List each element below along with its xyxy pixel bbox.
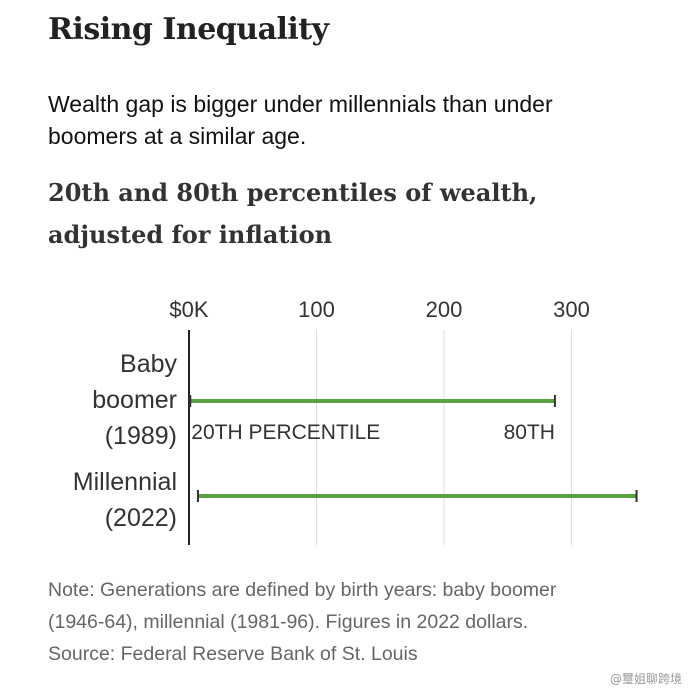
note-line: Note: Generations are defined by birth y… [48,579,557,601]
note-line: (1946-64), millennial (1981-96). Figures… [48,611,529,633]
watermark: @璽姐聊跨境 [609,672,682,686]
x-tick-label: 300 [553,297,590,322]
chart-title: Rising Inequality [48,12,329,47]
chart-notes: Note: Generations are defined by birth y… [48,574,678,670]
p20-data-label: 20TH PERCENTILE [191,421,380,444]
chart-heading: 20th and 80th percentiles of wealth, adj… [48,178,538,249]
chart-subtitle: Wealth gap is bigger under millennials t… [48,91,553,149]
category-label: Millennial [73,468,177,496]
source-line: Source: Federal Reserve Bank of St. Loui… [48,643,418,665]
category-label: (2022) [105,504,177,532]
category-label: Baby [120,350,177,378]
category-label: boomer [92,386,177,414]
x-tick-label: 200 [426,297,463,322]
x-tick-label: 100 [298,297,335,322]
range-bar-chart: $0K 100 200 300 Baby boomer (1989) Millennial (… [73,297,638,545]
category-label: (1989) [105,422,177,450]
x-tick-label: $0K [169,297,208,322]
p80-data-label: 80TH [504,421,555,444]
